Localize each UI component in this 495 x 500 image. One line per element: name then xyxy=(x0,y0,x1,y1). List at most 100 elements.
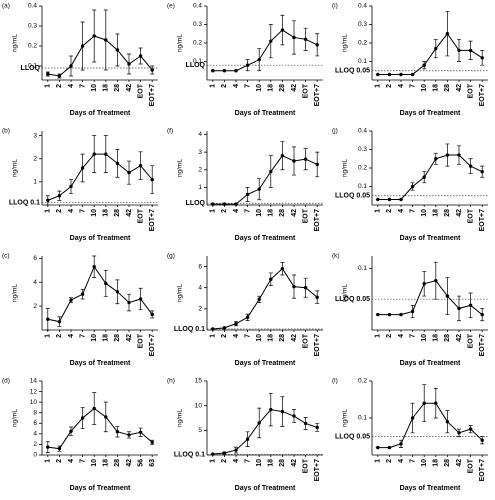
data-point xyxy=(104,281,108,286)
x-tick-label: 7 xyxy=(244,459,251,463)
data-point xyxy=(422,63,426,67)
y-tick-label: 0.1 xyxy=(358,415,367,422)
x-tick-label: 1 xyxy=(45,209,52,213)
lloq-label: LLOQ 0.05 xyxy=(335,433,370,440)
y-tick-label: 0.3 xyxy=(358,146,367,153)
data-point xyxy=(234,69,238,73)
y-tick-label: 6 xyxy=(33,255,37,262)
x-tick-label: EOT+7 xyxy=(314,84,321,106)
x-tick-label: 18 xyxy=(268,209,275,217)
data-point xyxy=(269,277,273,281)
x-tick-label: EOT xyxy=(467,208,474,223)
data-point xyxy=(445,153,450,157)
data-point xyxy=(457,306,461,311)
x-tick-label: 7 xyxy=(79,84,86,88)
x-tick-label: 7 xyxy=(244,334,251,338)
x-tick-label: 1 xyxy=(45,334,52,338)
x-tick-label: 7 xyxy=(409,459,416,463)
panel-label: (a) xyxy=(2,3,10,10)
x-tick-label: 2 xyxy=(386,84,393,88)
data-point xyxy=(292,159,296,163)
data-line xyxy=(47,153,153,201)
data-point xyxy=(69,298,73,302)
data-point xyxy=(69,429,73,433)
y-tick-label: 0.4 xyxy=(193,3,202,10)
x-tick-label: 10 xyxy=(421,334,428,342)
x-axis-label: Days of Treatment xyxy=(235,485,296,492)
y-tick-label: 0.4 xyxy=(358,3,367,10)
x-tick-label: 4 xyxy=(398,209,405,213)
y-tick-label: 1 xyxy=(198,184,202,191)
data-point xyxy=(399,442,403,446)
data-point xyxy=(46,445,50,449)
data-point xyxy=(445,32,450,36)
x-tick-label: EOT xyxy=(137,333,144,348)
y-tick-label: 0.2 xyxy=(358,378,367,385)
data-point xyxy=(280,266,285,271)
x-tick-label: EOT xyxy=(137,83,144,98)
x-tick-label: 7 xyxy=(409,209,416,213)
data-point xyxy=(303,421,308,426)
x-tick-label: 4 xyxy=(233,459,240,463)
data-point xyxy=(480,170,484,174)
x-tick-label: 18 xyxy=(103,459,110,467)
x-tick-label: EOT+7 xyxy=(479,209,486,231)
y-tick-label: 0.1 xyxy=(358,265,367,272)
x-tick-label: EOT xyxy=(467,458,474,473)
x-tick-label: 2 xyxy=(386,334,393,338)
data-point xyxy=(104,415,108,419)
y-tick-label: 14 xyxy=(30,378,38,385)
data-point xyxy=(387,312,392,317)
data-point xyxy=(399,72,403,77)
data-point xyxy=(92,265,96,269)
x-axis-label: Days of Treatment xyxy=(400,485,461,492)
data-point xyxy=(410,72,415,77)
x-tick-label: EOT+7 xyxy=(314,334,321,356)
data-point xyxy=(257,187,261,191)
x-tick-label: 42 xyxy=(291,209,298,217)
y-tick-label: 3 xyxy=(198,149,202,156)
x-tick-label: 10 xyxy=(91,459,98,467)
y-tick-label: 4 xyxy=(198,284,202,291)
data-point xyxy=(115,161,120,166)
x-tick-label: 28 xyxy=(114,334,121,342)
data-point xyxy=(127,300,131,305)
data-point xyxy=(445,294,450,298)
data-point xyxy=(315,425,319,430)
y-tick-label: 10 xyxy=(195,402,203,409)
lloq-label: LLOQ 0.1 xyxy=(174,326,205,333)
y-axis-label: ng/mL xyxy=(342,34,349,52)
data-point xyxy=(468,303,473,308)
y-axis-label: ng/mL xyxy=(12,409,19,427)
x-tick-label: 4 xyxy=(398,84,405,88)
data-point xyxy=(280,409,285,414)
data-point xyxy=(376,72,380,77)
panel-label: (h) xyxy=(167,378,175,385)
y-tick-label: 0.1 xyxy=(358,58,367,65)
y-tick-label: 0.4 xyxy=(358,128,367,135)
data-point xyxy=(315,43,319,47)
data-point xyxy=(222,326,227,330)
y-tick-label: 0.1 xyxy=(193,58,202,65)
x-tick-label: 4 xyxy=(68,334,75,338)
x-tick-label: 10 xyxy=(256,84,263,92)
lloq-label: LLOQ 0.05 xyxy=(335,68,370,75)
x-tick-label: 2 xyxy=(386,209,393,213)
x-tick-label: 2 xyxy=(221,84,228,88)
x-axis-label: Days of Treatment xyxy=(400,110,461,117)
y-tick-label: 12 xyxy=(30,388,38,395)
panel-label: (d) xyxy=(2,378,10,385)
data-point xyxy=(292,35,296,40)
data-point xyxy=(315,295,319,299)
data-line xyxy=(377,32,483,75)
data-point xyxy=(434,157,438,161)
x-tick-label: 28 xyxy=(279,334,286,342)
data-point xyxy=(57,74,62,78)
data-point xyxy=(245,63,250,67)
data-point xyxy=(80,416,85,420)
x-tick-label: 1 xyxy=(210,209,217,213)
x-tick-label: EOT+7 xyxy=(314,459,321,481)
panel-label: (b) xyxy=(2,128,10,135)
data-line xyxy=(47,265,153,323)
data-line xyxy=(212,267,318,330)
